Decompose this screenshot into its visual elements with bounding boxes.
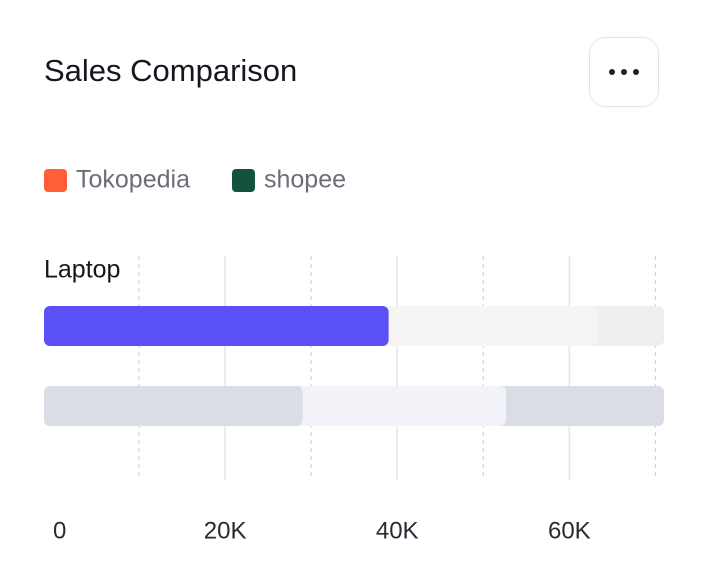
x-tick-label: 20K <box>204 517 247 544</box>
category-label: Laptop <box>44 256 120 284</box>
bars <box>44 306 389 426</box>
chart-title: Sales Comparison <box>44 53 297 88</box>
x-tick-label: 0 <box>53 517 66 544</box>
legend-label: shopee <box>264 166 346 194</box>
bar <box>44 386 303 426</box>
legend-label: Tokopedia <box>76 166 190 194</box>
bar-track-highlight <box>280 386 506 426</box>
grid <box>138 256 656 480</box>
menu-button[interactable] <box>589 37 659 107</box>
bar-track-highlight <box>360 306 598 346</box>
legend-swatch <box>44 169 67 192</box>
bar <box>44 306 389 346</box>
menu-dot <box>621 69 627 75</box>
menu-dot <box>633 69 639 75</box>
x-tick-label: 40K <box>376 517 419 544</box>
legend-swatch <box>231 169 255 192</box>
menu-dot <box>609 69 615 75</box>
x-tick-label: 60K <box>548 517 591 544</box>
